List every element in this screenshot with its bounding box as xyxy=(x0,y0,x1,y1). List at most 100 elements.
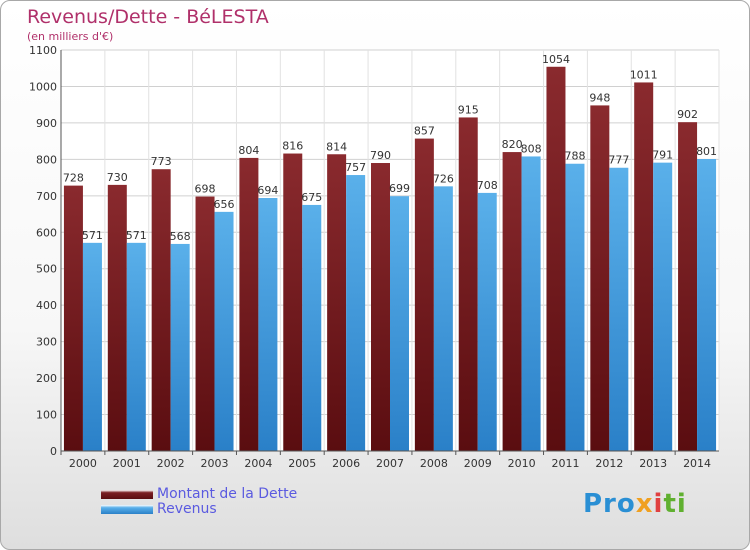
data-label-dette: 820 xyxy=(502,138,523,151)
bar-dette xyxy=(327,154,347,451)
data-label-dette: 790 xyxy=(370,149,391,162)
bar-dette xyxy=(283,153,303,451)
data-label-dette: 1011 xyxy=(630,68,658,81)
legend-label-revenus: Revenus xyxy=(157,501,217,517)
x-tick-label: 2007 xyxy=(376,457,404,470)
data-label-dette: 728 xyxy=(63,172,84,185)
logo-part-2: x xyxy=(635,489,654,519)
logo-part-3: i xyxy=(653,489,664,519)
data-label-dette: 1054 xyxy=(542,53,570,66)
x-tick-label: 2012 xyxy=(595,457,623,470)
data-label-revenus: 777 xyxy=(608,154,629,167)
legend: Montant de la Dette Revenus xyxy=(101,486,361,517)
bar-revenus xyxy=(653,162,673,452)
bar-dette xyxy=(678,122,698,452)
bar-revenus xyxy=(214,211,234,451)
y-tick-label: 300 xyxy=(36,336,57,349)
legend-item-dette: Montant de la Dette xyxy=(101,486,361,502)
y-tick-label: 800 xyxy=(36,153,57,166)
data-label-revenus: 801 xyxy=(696,145,717,158)
bar-dette xyxy=(107,184,127,451)
data-label-revenus: 675 xyxy=(301,191,322,204)
data-label-revenus: 757 xyxy=(345,161,366,174)
data-label-dette: 915 xyxy=(458,103,479,116)
x-tick-label: 2004 xyxy=(244,457,272,470)
legend-swatch-dette xyxy=(101,490,153,499)
y-tick-label: 500 xyxy=(36,263,57,276)
data-label-revenus: 694 xyxy=(257,184,278,197)
legend-swatch-revenus xyxy=(101,505,153,514)
bar-dette xyxy=(371,163,390,451)
bar-dette xyxy=(63,185,83,452)
y-tick-label: 1000 xyxy=(29,80,57,93)
bar-revenus xyxy=(477,192,497,451)
logo-part-1: Pro xyxy=(583,489,636,519)
chart-title: Revenus/Dette - BéLESTA xyxy=(27,6,269,28)
data-label-dette: 902 xyxy=(677,108,698,121)
y-tick-label: 0 xyxy=(50,445,57,458)
proxiti-logo: Proxiti xyxy=(583,489,687,519)
data-label-revenus: 808 xyxy=(521,142,542,155)
x-tick-label: 2000 xyxy=(69,457,97,470)
data-label-dette: 698 xyxy=(195,183,216,196)
data-label-revenus: 571 xyxy=(126,229,147,242)
data-label-revenus: 656 xyxy=(214,198,235,211)
data-label-revenus: 568 xyxy=(170,230,191,243)
bar-revenus xyxy=(565,163,585,452)
data-label-revenus: 791 xyxy=(652,149,673,162)
y-tick-label: 200 xyxy=(36,372,57,385)
bar-dette xyxy=(590,105,610,451)
y-tick-label: 600 xyxy=(36,226,57,239)
data-label-dette: 730 xyxy=(107,171,128,184)
bar-revenus xyxy=(390,196,409,451)
x-tick-label: 2002 xyxy=(157,457,185,470)
bar-dette xyxy=(502,152,522,451)
x-tick-label: 2005 xyxy=(288,457,316,470)
bar-dette xyxy=(634,82,654,451)
bar-dette xyxy=(414,138,434,452)
x-tick-label: 2011 xyxy=(551,457,579,470)
bar-revenus xyxy=(697,158,717,451)
bar-dette xyxy=(458,117,478,451)
x-tick-label: 2013 xyxy=(639,457,667,470)
data-label-revenus: 726 xyxy=(433,172,454,185)
bar-dette xyxy=(546,66,566,451)
bar-revenus xyxy=(521,156,541,451)
data-label-dette: 773 xyxy=(151,155,172,168)
y-tick-label: 1100 xyxy=(29,44,57,57)
bar-revenus xyxy=(258,198,278,451)
bar-revenus xyxy=(346,175,366,451)
data-label-revenus: 699 xyxy=(389,182,410,195)
legend-item-revenus: Revenus xyxy=(101,501,361,517)
bar-revenus xyxy=(433,186,453,451)
legend-label-dette: Montant de la Dette xyxy=(157,486,298,502)
bar-dette xyxy=(239,157,259,451)
x-tick-label: 2006 xyxy=(332,457,360,470)
bar-revenus xyxy=(302,204,322,451)
data-label-dette: 857 xyxy=(414,125,435,138)
bar-revenus xyxy=(609,167,629,452)
chart-subtitle: (en milliers d'€) xyxy=(27,30,114,43)
data-label-revenus: 788 xyxy=(564,150,585,163)
x-tick-label: 2003 xyxy=(201,457,229,470)
data-label-dette: 804 xyxy=(238,144,259,157)
y-tick-label: 400 xyxy=(36,299,57,312)
x-tick-label: 2014 xyxy=(683,457,711,470)
y-tick-label: 900 xyxy=(36,117,57,130)
data-label-dette: 816 xyxy=(282,140,303,153)
y-tick-label: 100 xyxy=(36,409,57,422)
bar-revenus xyxy=(170,243,190,451)
x-tick-label: 2010 xyxy=(508,457,536,470)
x-tick-label: 2009 xyxy=(464,457,492,470)
x-tick-label: 2008 xyxy=(420,457,448,470)
data-label-revenus: 708 xyxy=(477,179,498,192)
bar-revenus xyxy=(126,242,146,451)
x-tick-label: 2001 xyxy=(113,457,141,470)
bar-dette xyxy=(151,169,171,451)
y-tick-label: 700 xyxy=(36,190,57,203)
data-label-dette: 948 xyxy=(589,91,610,104)
logo-part-4: ti xyxy=(663,489,687,519)
bar-dette xyxy=(195,196,215,451)
